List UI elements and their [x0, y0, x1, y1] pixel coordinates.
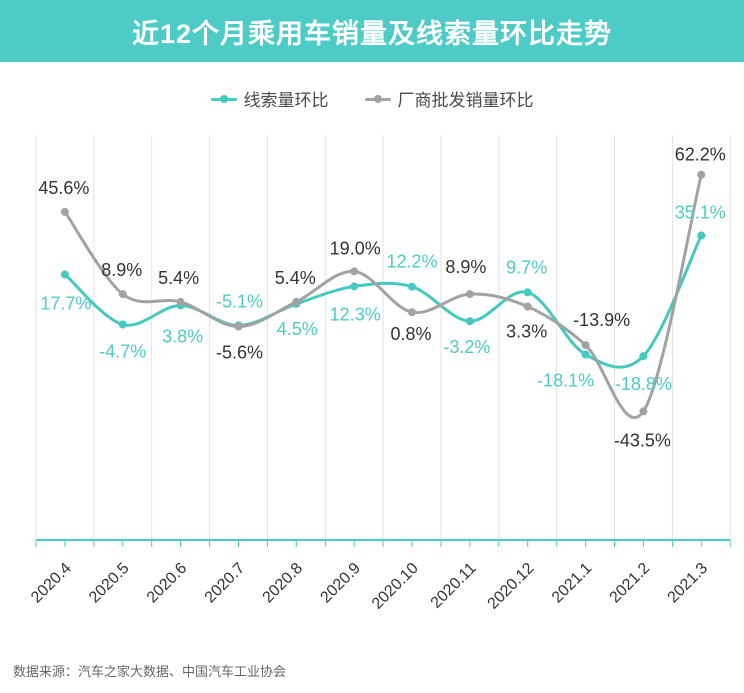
data-label: 5.4% — [275, 268, 316, 288]
title-bar: 近12个月乘用车销量及线索量环比走势 — [0, 0, 744, 62]
x-axis-label: 2021.2 — [607, 560, 654, 607]
data-label: 4.5% — [277, 319, 318, 339]
data-source: 数据来源：汽车之家大数据、中国汽车工业协会 — [13, 664, 287, 679]
data-point — [350, 282, 359, 291]
x-axis-label: 2020.7 — [202, 560, 249, 607]
data-point — [697, 231, 706, 240]
data-point — [60, 207, 69, 216]
data-label: 0.8% — [390, 324, 431, 344]
data-point — [639, 352, 648, 361]
legend-item-0[interactable]: 线索量环比 — [210, 86, 329, 111]
data-point — [581, 341, 590, 350]
data-point — [581, 350, 590, 359]
data-label: 5.4% — [158, 268, 199, 288]
legend-label: 线索量环比 — [243, 91, 329, 110]
page-title: 近12个月乘用车销量及线索量环比走势 — [131, 18, 613, 49]
data-point — [292, 297, 301, 306]
data-label: 8.9% — [101, 260, 142, 280]
data-point — [118, 290, 127, 299]
data-point — [176, 297, 185, 306]
data-point — [60, 270, 69, 279]
data-label: -43.5% — [614, 430, 671, 450]
data-label: 12.3% — [330, 304, 381, 324]
data-label: 9.7% — [506, 257, 547, 277]
legend: 线索量环比 厂商批发销量环比 — [0, 86, 744, 111]
legend-line-dot-icon — [364, 94, 391, 104]
data-label: -18.8% — [615, 374, 672, 394]
data-label: -5.1% — [216, 291, 263, 311]
data-label: 17.7% — [40, 293, 91, 313]
x-axis-label: 2020.11 — [428, 560, 480, 612]
data-point — [118, 320, 127, 329]
data-label: 45.6% — [38, 178, 89, 198]
data-label: 3.3% — [506, 322, 547, 342]
legend-label: 厂商批发销量环比 — [397, 91, 534, 110]
data-label: 8.9% — [445, 257, 486, 277]
data-point — [234, 322, 243, 331]
data-point — [408, 282, 416, 291]
data-point — [350, 267, 359, 276]
data-label: 62.2% — [675, 145, 726, 165]
data-label: -5.6% — [216, 343, 263, 363]
data-label: -3.2% — [443, 337, 490, 357]
data-label: 35.1% — [675, 202, 726, 222]
data-label: 19.0% — [330, 238, 381, 258]
data-point — [523, 288, 532, 297]
series-line-1 — [63, 173, 703, 420]
x-axis-label: 2020.9 — [317, 560, 364, 607]
x-axis-label: 2020.12 — [485, 560, 538, 613]
data-label: -18.1% — [537, 371, 594, 391]
data-point — [408, 308, 416, 317]
data-point — [523, 302, 532, 311]
data-label: -4.7% — [99, 342, 146, 362]
x-axis-label: 2020.6 — [144, 560, 191, 607]
x-axis-label: 2020.10 — [369, 560, 422, 613]
data-label: 3.8% — [162, 327, 203, 347]
x-axis-label: 2020.5 — [86, 560, 133, 607]
data-label: -13.9% — [573, 310, 630, 330]
x-axis-label: 2021.3 — [665, 560, 712, 607]
data-point — [639, 407, 648, 416]
legend-item-1[interactable]: 厂商批发销量环比 — [364, 86, 534, 111]
x-axis-label: 2020.4 — [28, 560, 75, 607]
data-point — [697, 170, 706, 179]
x-axis-label: 2021.1 — [549, 560, 596, 607]
series-line-0 — [63, 233, 703, 369]
data-point — [465, 290, 474, 299]
data-point — [465, 317, 474, 326]
legend-line-dot-icon — [210, 94, 237, 104]
x-axis-label: 2020.8 — [260, 560, 307, 607]
data-label: 12.2% — [386, 252, 437, 272]
